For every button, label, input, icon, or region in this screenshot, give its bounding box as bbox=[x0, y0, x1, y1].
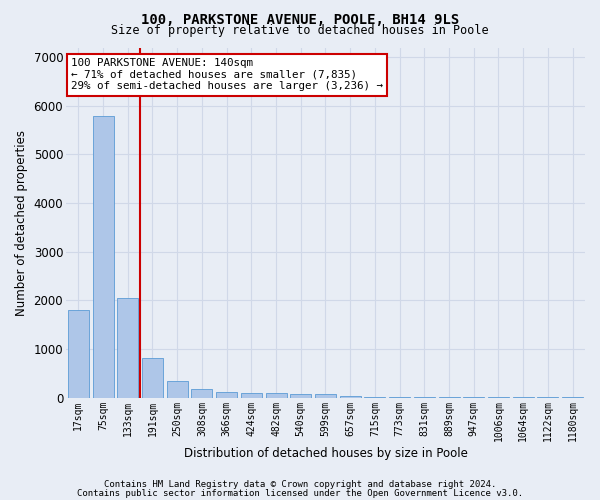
Text: 100, PARKSTONE AVENUE, POOLE, BH14 9LS: 100, PARKSTONE AVENUE, POOLE, BH14 9LS bbox=[141, 12, 459, 26]
Text: 100 PARKSTONE AVENUE: 140sqm
← 71% of detached houses are smaller (7,835)
29% of: 100 PARKSTONE AVENUE: 140sqm ← 71% of de… bbox=[71, 58, 383, 91]
Text: Size of property relative to detached houses in Poole: Size of property relative to detached ho… bbox=[111, 24, 489, 37]
Text: Contains public sector information licensed under the Open Government Licence v3: Contains public sector information licen… bbox=[77, 489, 523, 498]
Bar bbox=[167, 382, 188, 398]
Bar bbox=[142, 358, 163, 398]
Bar bbox=[364, 397, 385, 398]
Bar bbox=[266, 393, 287, 398]
Bar bbox=[216, 392, 237, 398]
Bar bbox=[315, 394, 336, 398]
Y-axis label: Number of detached properties: Number of detached properties bbox=[15, 130, 28, 316]
Bar bbox=[191, 388, 212, 398]
Bar bbox=[241, 392, 262, 398]
Bar bbox=[92, 116, 113, 398]
Bar bbox=[340, 396, 361, 398]
Bar bbox=[290, 394, 311, 398]
Bar bbox=[68, 310, 89, 398]
Bar bbox=[117, 298, 138, 398]
X-axis label: Distribution of detached houses by size in Poole: Distribution of detached houses by size … bbox=[184, 447, 467, 460]
Text: Contains HM Land Registry data © Crown copyright and database right 2024.: Contains HM Land Registry data © Crown c… bbox=[104, 480, 496, 489]
